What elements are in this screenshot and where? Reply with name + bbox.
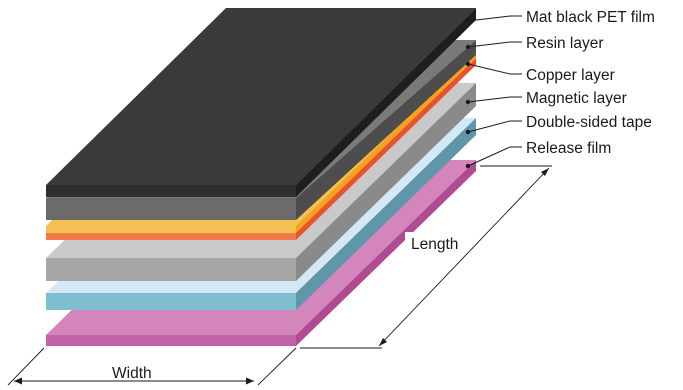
magnetic-layer-side bbox=[296, 83, 476, 281]
release-film-side bbox=[296, 160, 476, 346]
length-arrow-top bbox=[541, 168, 549, 176]
mat-black-pet-film-layer bbox=[46, 8, 476, 197]
copper-layer-side-orange bbox=[296, 58, 476, 240]
dot-copper-layer bbox=[465, 61, 471, 67]
copper-layer-side-yellow bbox=[296, 51, 476, 233]
magnetic-layer-front bbox=[46, 258, 296, 281]
label-double-sided-tape: Double-sided tape bbox=[526, 114, 652, 131]
leader-magnetic-layer bbox=[467, 96, 522, 103]
double-sided-tape-front bbox=[46, 293, 296, 310]
label-resin-layer: Resin layer bbox=[526, 35, 604, 52]
dot-release-film bbox=[465, 163, 471, 169]
leader-copper-layer bbox=[467, 63, 522, 75]
length-dimension bbox=[300, 165, 552, 349]
width-arrow-left bbox=[14, 377, 22, 385]
release-film-front bbox=[46, 335, 296, 346]
length-label: Length bbox=[411, 236, 458, 253]
mat-black-pet-film-side bbox=[296, 8, 476, 197]
leader-double-sided-tape bbox=[467, 120, 522, 133]
dot-magnetic-layer bbox=[465, 99, 471, 105]
width-arrowheads bbox=[14, 377, 254, 385]
copper-layer-front-orange bbox=[46, 233, 296, 240]
label-magnetic-layer: Magnetic layer bbox=[526, 90, 627, 107]
width-dimension bbox=[7, 347, 297, 386]
length-arrowheads bbox=[379, 168, 549, 346]
callout-leaders bbox=[467, 15, 522, 167]
label-release-film: Release film bbox=[526, 140, 611, 157]
dot-resin-layer bbox=[465, 44, 471, 50]
double-sided-tape-side bbox=[296, 118, 476, 310]
callout-dots bbox=[465, 18, 471, 169]
leader-release-film bbox=[467, 146, 522, 167]
resin-layer-side bbox=[296, 40, 476, 220]
copper-layer-front-yellow bbox=[46, 226, 296, 233]
dot-mat-black-pet-film bbox=[465, 18, 471, 24]
width-extension-right bbox=[257, 347, 297, 386]
width-arrow-right bbox=[246, 377, 254, 385]
length-label-bg bbox=[405, 232, 465, 254]
mat-black-pet-film-front bbox=[46, 185, 296, 197]
leader-mat-black-pet-film bbox=[467, 15, 522, 22]
label-copper-layer: Copper layer bbox=[526, 67, 615, 84]
width-label: Width bbox=[112, 365, 152, 382]
resin-layer-front bbox=[46, 198, 296, 220]
leader-resin-layer bbox=[467, 41, 522, 48]
length-dimension-line bbox=[378, 167, 550, 347]
width-extension-left bbox=[7, 347, 45, 386]
dot-double-sided-tape bbox=[465, 129, 471, 135]
length-arrow-bottom bbox=[379, 338, 387, 346]
label-mat-black-pet-film: Mat black PET film bbox=[526, 9, 655, 26]
mat-black-pet-film-top bbox=[46, 8, 476, 185]
